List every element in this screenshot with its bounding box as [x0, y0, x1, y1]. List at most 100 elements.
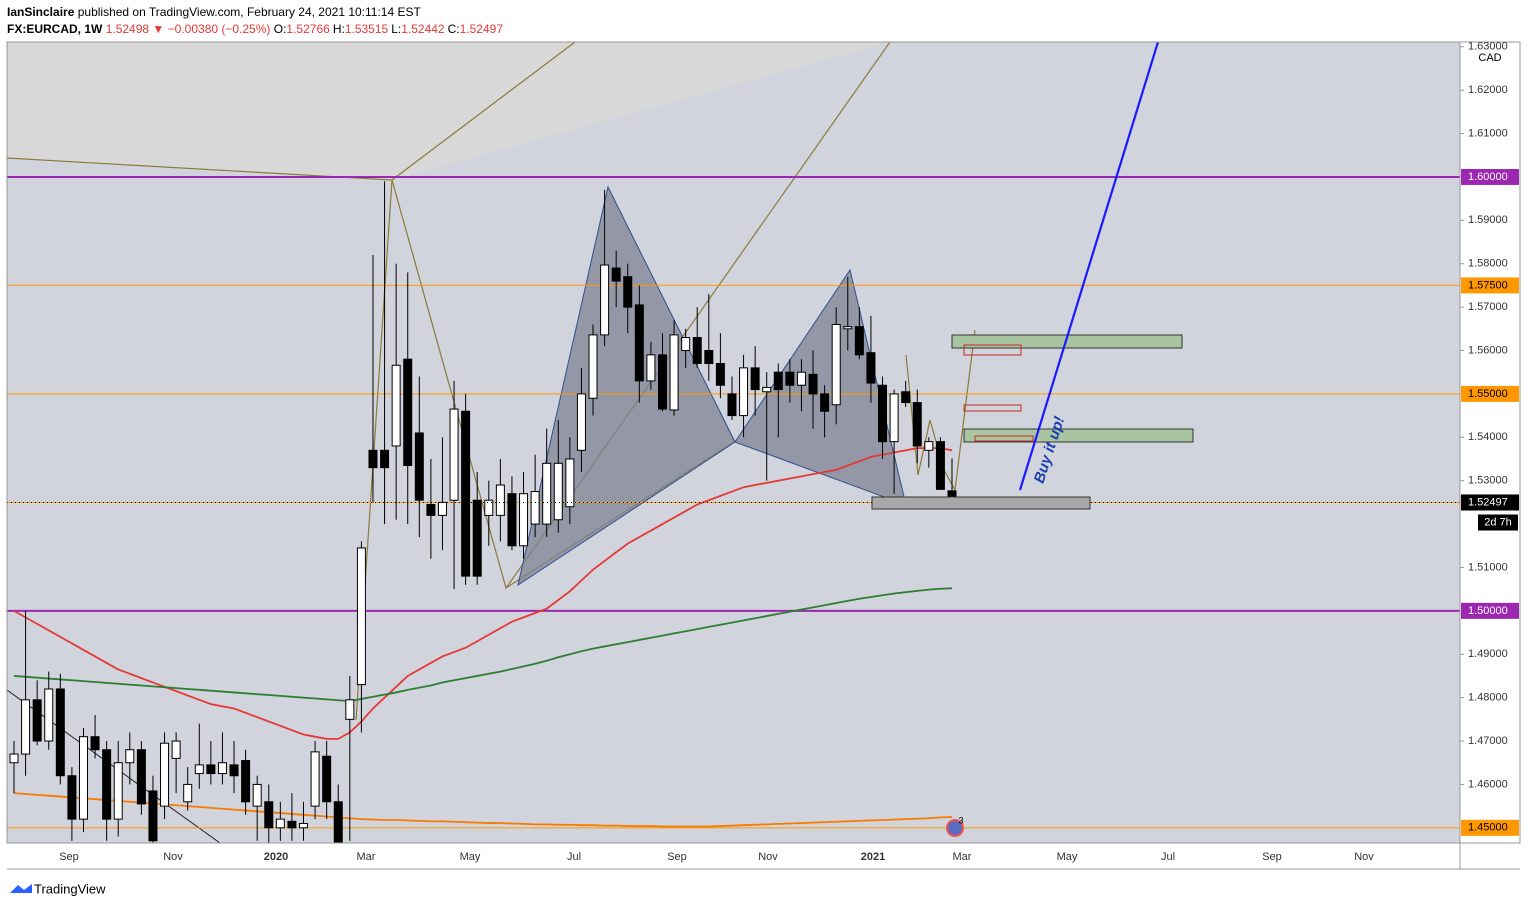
symbol: FX:EURCAD, 1W	[7, 22, 103, 36]
level-tag	[1461, 385, 1519, 402]
candle-body	[553, 462, 563, 521]
candle-body	[171, 740, 181, 759]
moving-average	[13, 447, 953, 740]
candle-body	[750, 367, 760, 391]
candle-body	[854, 326, 864, 356]
candle-body	[403, 358, 413, 466]
level-label: 1.45000	[1468, 822, 1508, 834]
symbol-line: FX:EURCAD, 1W 1.52498 ▼ −0.00380 (−0.25%…	[7, 22, 506, 36]
ohlc-key: H:	[332, 22, 345, 36]
x-tick-label: Sep	[59, 851, 79, 863]
candle-body	[148, 790, 158, 842]
candle-body	[356, 547, 366, 686]
y-tick-label: 1.48000	[1468, 692, 1508, 704]
candle-body	[912, 402, 922, 447]
candle-body	[55, 688, 65, 777]
candle-body	[831, 323, 841, 406]
ohlc: O:1.52766 H:1.53515 L:1.52442 C:1.52497	[274, 22, 506, 36]
price-tag	[1461, 494, 1519, 511]
level-tag	[1461, 277, 1519, 294]
candle-body	[715, 363, 725, 386]
candle-body	[67, 775, 77, 820]
candle-body	[646, 354, 656, 382]
candle-body	[657, 354, 667, 410]
level-label: 1.60000	[1468, 171, 1508, 183]
event-icon	[946, 819, 964, 837]
candle-body	[21, 699, 31, 755]
candle-body	[901, 391, 911, 404]
candle-body	[299, 822, 309, 829]
x-tick-label: Nov	[163, 851, 183, 863]
zones: Buy it up! 3	[871, 41, 1194, 837]
candle-body	[264, 801, 274, 829]
candle-body	[287, 820, 297, 829]
logo	[10, 884, 32, 893]
candle-body	[241, 760, 251, 803]
target-box	[963, 404, 1022, 412]
candle-body	[380, 449, 390, 469]
candle-body	[796, 371, 806, 386]
candle-body	[773, 371, 783, 391]
candle-body	[206, 764, 216, 775]
level-tag	[1461, 819, 1519, 836]
candle-body	[878, 384, 888, 443]
publish-line: IanSinclaire published on TradingView.co…	[7, 5, 421, 19]
candle-body	[125, 749, 135, 764]
candle-body	[576, 393, 586, 451]
last: 1.52498	[105, 22, 150, 36]
change: −0.00380 (−0.25%)	[167, 22, 271, 36]
y-tick-label: 1.62000	[1468, 84, 1508, 96]
candle-body	[808, 373, 818, 395]
candle-body	[437, 501, 447, 516]
candle-body	[275, 818, 285, 829]
candle-body	[727, 393, 737, 417]
candle-body	[519, 493, 529, 547]
ohlc-key: C:	[447, 22, 460, 36]
ohlc-key: L:	[391, 22, 402, 36]
x-tick-label: Mar	[953, 851, 972, 863]
level-tag	[1461, 168, 1519, 185]
candle-body	[866, 352, 876, 384]
countdown-tag	[1478, 514, 1518, 531]
candle-body	[739, 367, 749, 417]
trend-line	[7, 689, 221, 843]
candle-body	[90, 736, 100, 751]
shaded-zone	[7, 42, 890, 180]
level-label: 1.55000	[1468, 388, 1508, 400]
candle-body	[414, 432, 424, 501]
candle-body	[484, 499, 494, 516]
y-tick-label: 1.51000	[1468, 561, 1508, 573]
ohlc-value: 1.52766	[286, 22, 330, 36]
x-tick-label: Mar	[357, 851, 376, 863]
y-tick-label: 1.54000	[1468, 431, 1508, 443]
base-zone	[871, 496, 1091, 510]
candle-body	[333, 801, 343, 843]
candle-body	[889, 393, 899, 443]
ohlc-key: O:	[273, 22, 287, 36]
candle-body	[472, 499, 482, 577]
candle-body	[600, 264, 610, 336]
candle-body	[391, 364, 401, 447]
candle-body	[762, 386, 772, 393]
target-box	[974, 435, 1034, 442]
candle-body	[32, 699, 42, 742]
y-tick-label: 1.47000	[1468, 735, 1508, 747]
candle-body	[681, 336, 691, 352]
candle-body	[843, 326, 853, 330]
level-tag	[1461, 602, 1519, 619]
y-tick-label: 1.53000	[1468, 475, 1508, 487]
candle-body	[623, 276, 633, 308]
candle-body	[345, 699, 355, 720]
x-tick-label: May	[460, 851, 481, 863]
y-tick-label: 1.58000	[1468, 258, 1508, 270]
ohlc-value: 1.52442	[401, 22, 445, 36]
candle-body	[785, 371, 795, 386]
candle-body	[507, 493, 517, 547]
frame	[6, 41, 1521, 844]
target-box	[963, 344, 1022, 356]
candle-body	[113, 762, 123, 820]
candle-body	[136, 749, 146, 805]
candle-body	[565, 458, 575, 508]
x-tick-label: 2021	[861, 851, 885, 863]
y-tick-label: 1.56000	[1468, 344, 1508, 356]
